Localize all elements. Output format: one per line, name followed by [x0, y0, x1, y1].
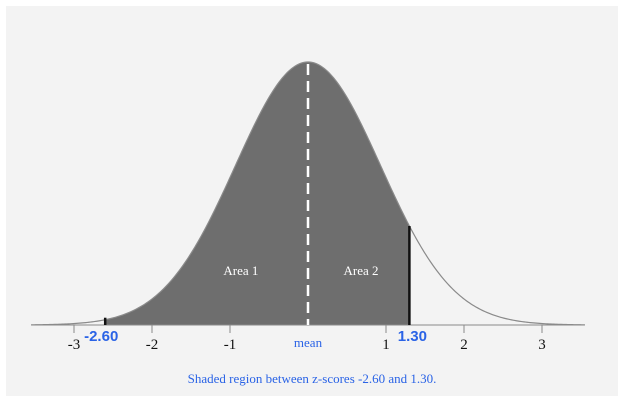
- area-1-label: Area 1: [223, 263, 258, 278]
- tick-label: 2: [460, 337, 468, 353]
- tick-label: -2: [146, 337, 159, 353]
- caption: Shaded region between z-scores -2.60 and…: [188, 371, 437, 386]
- tick-label: -3: [68, 337, 81, 353]
- right-z-score-label: 1.30: [398, 328, 427, 345]
- area-2-label: Area 2: [344, 263, 379, 278]
- axis-ticks: -3 -2 -1 1 2 3: [68, 325, 546, 353]
- tick-label: 1: [382, 337, 390, 353]
- shaded-region: [105, 62, 410, 325]
- tick-label: -1: [224, 337, 237, 353]
- distribution-curve: [31, 61, 585, 326]
- mean-label: mean: [294, 335, 323, 350]
- tick-label: 3: [538, 337, 546, 353]
- left-z-score-label: -2.60: [84, 328, 118, 345]
